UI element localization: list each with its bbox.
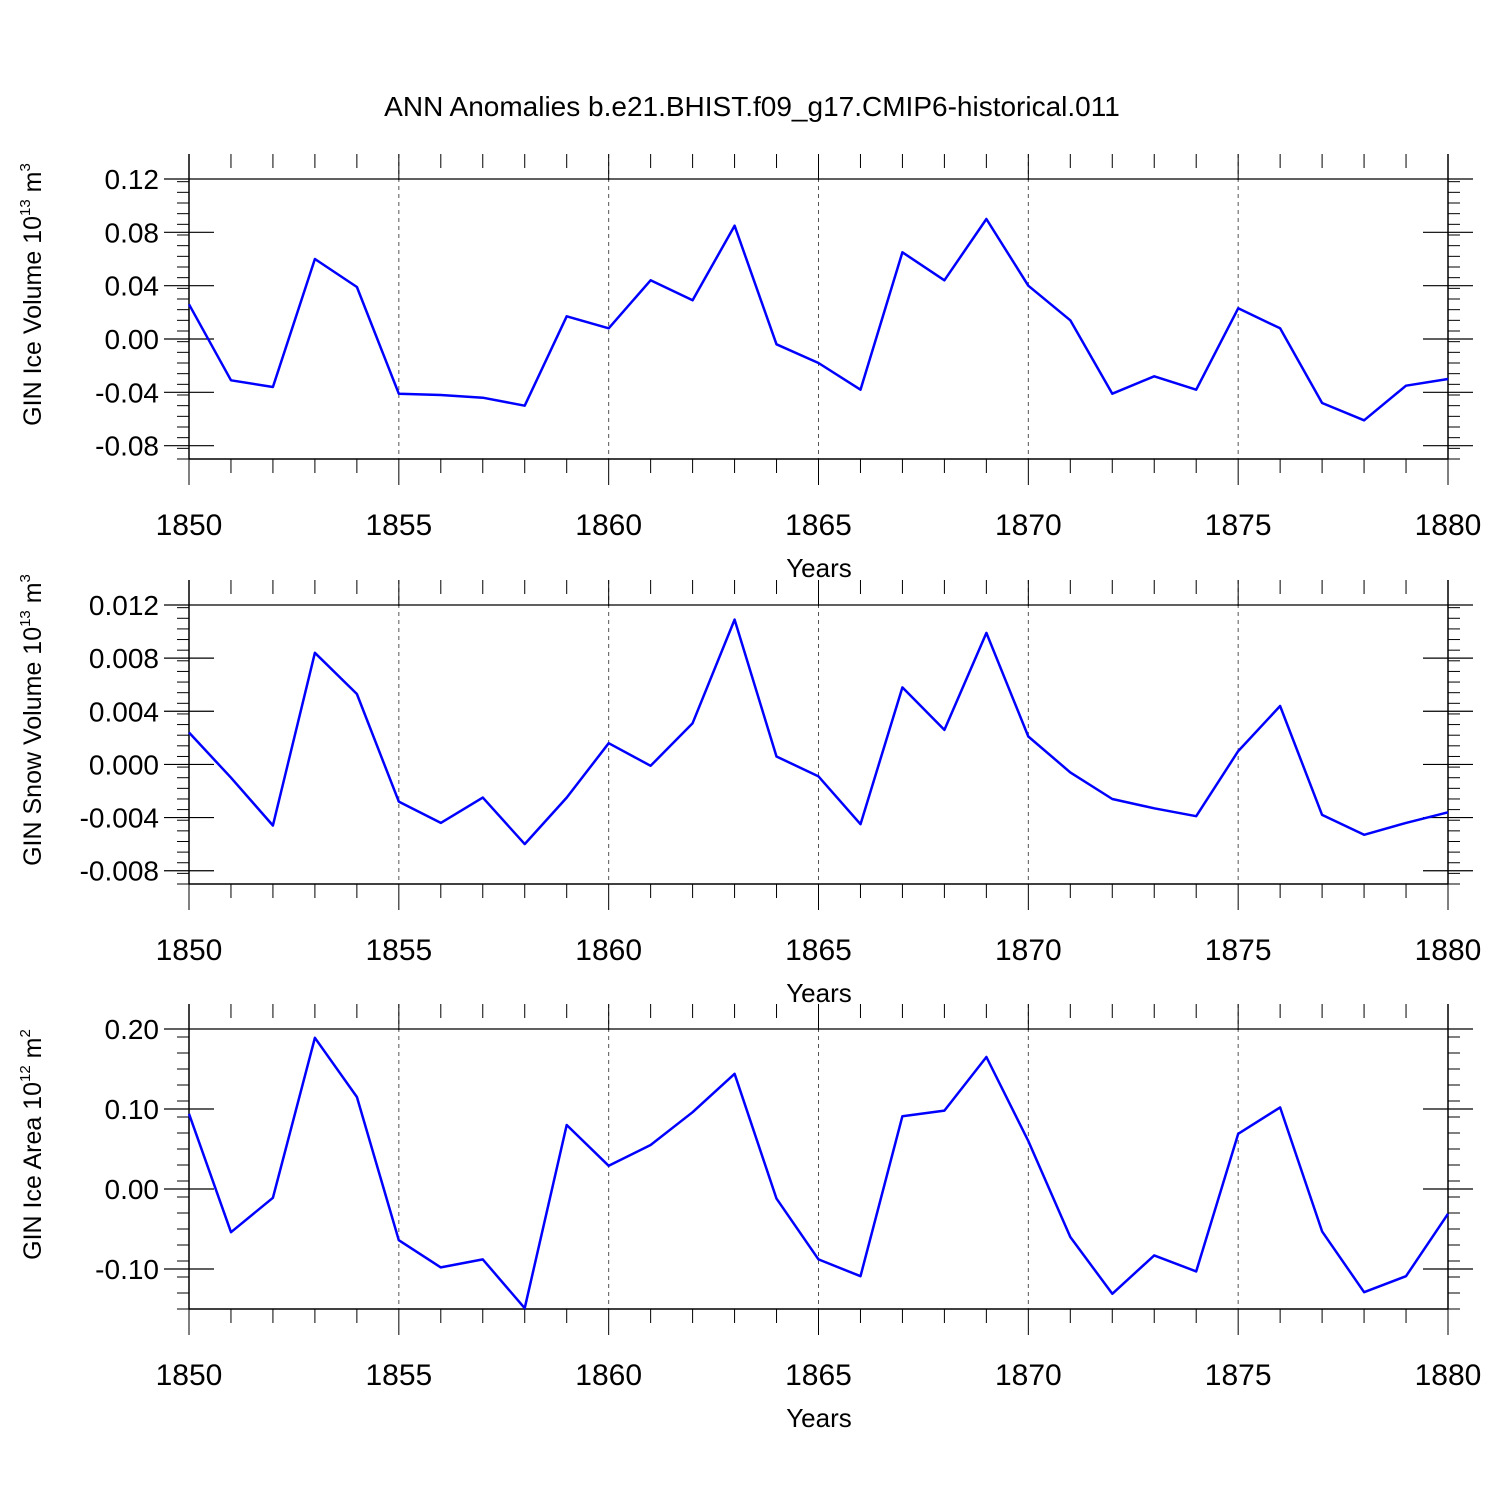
- x-tick-label: 1880: [1415, 509, 1482, 542]
- y-tick-label: 0.00: [105, 1174, 160, 1205]
- y-tick-label: -0.004: [80, 803, 159, 834]
- x-tick-label: 1865: [785, 1359, 852, 1392]
- series-line: [187, 1036, 1450, 1310]
- y-tick-label: 0.20: [105, 1014, 160, 1045]
- x-tick-label: 1870: [995, 934, 1062, 967]
- y-tick-label: 0.008: [89, 643, 159, 674]
- x-tick-label: 1865: [785, 509, 852, 542]
- y-tick-label: 0.04: [105, 271, 160, 302]
- y-tick-label: -0.08: [95, 431, 159, 462]
- x-tick-label: 1875: [1205, 934, 1272, 967]
- x-tick-label: 1850: [156, 509, 223, 542]
- x-tick-label: 1855: [365, 934, 432, 967]
- x-tick-label: 1870: [995, 509, 1062, 542]
- x-tick-label: 1880: [1415, 1359, 1482, 1392]
- y-tick-label: 0.004: [89, 696, 159, 727]
- y-tick-label: 0.012: [89, 590, 159, 621]
- y-tick-label: 0.000: [89, 749, 159, 780]
- x-tick-label: 1875: [1205, 1359, 1272, 1392]
- y-axis-label: GIN Snow Volume 1013 m3: [17, 574, 47, 866]
- x-axis-label: Years: [786, 978, 852, 1008]
- x-tick-label: 1850: [156, 934, 223, 967]
- x-tick-label: 1875: [1205, 509, 1272, 542]
- y-tick-label: -0.008: [80, 856, 159, 887]
- x-tick-label: 1860: [575, 509, 642, 542]
- x-axis-label: Years: [786, 1403, 852, 1433]
- y-tick-label: 0.00: [105, 324, 160, 355]
- x-tick-label: 1865: [785, 934, 852, 967]
- y-tick-label: 0.08: [105, 217, 160, 248]
- panel-2: 0.012 0.008 0.004 0.000 -0.004 -0.008 1850 1855…: [17, 574, 1481, 1008]
- x-tick-label: 1855: [365, 1359, 432, 1392]
- y-axis-label: GIN Ice Area 1012 m2: [17, 1029, 47, 1260]
- y-axis-label: GIN Ice Volume 1013 m3: [17, 163, 47, 426]
- x-tick-label: 1855: [365, 509, 432, 542]
- x-tick-label: 1870: [995, 1359, 1062, 1392]
- y-tick-label: 0.12: [105, 164, 160, 195]
- series-line: [187, 217, 1449, 422]
- y-tick-label: -0.10: [95, 1254, 159, 1285]
- x-tick-label: 1860: [575, 1359, 642, 1392]
- y-tick-label: -0.04: [95, 377, 159, 408]
- y-tick-label: 0.10: [105, 1094, 160, 1125]
- x-axis-label: Years: [786, 553, 852, 583]
- x-tick-label: 1880: [1415, 934, 1482, 967]
- x-tick-label: 1850: [156, 1359, 223, 1392]
- panel-1: 0.12 0.08 0.04 0.00 -0.04 -0.08 1850 1855 1860 18…: [17, 154, 1481, 583]
- series-line: [188, 618, 1449, 846]
- x-tick-label: 1860: [575, 934, 642, 967]
- panel-3: 0.20 0.10 0.00 -0.10 1850 1855 1860 1865 1870 187…: [17, 1004, 1481, 1433]
- figure-title: ANN Anomalies b.e21.BHIST.f09_g17.CMIP6-…: [384, 91, 1120, 122]
